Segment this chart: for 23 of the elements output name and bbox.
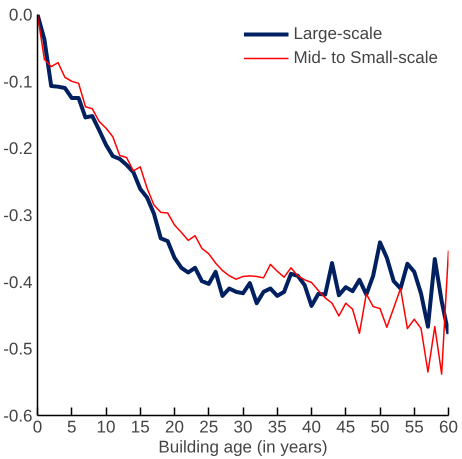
y-tick-label: -0.1: [3, 72, 33, 92]
y-tick-label: -0.4: [3, 272, 33, 292]
x-tick-label: 40: [302, 418, 321, 436]
x-tick-label: 15: [130, 418, 150, 436]
x-tick-label: 10: [96, 418, 116, 436]
x-tick-label: 20: [165, 418, 184, 436]
x-tick-label: 0: [32, 418, 42, 436]
x-tick-label: 30: [234, 418, 252, 436]
legend-label: Large-scale: [293, 24, 382, 44]
x-tick-label: 55: [404, 418, 424, 436]
x-tick-label: 35: [268, 418, 287, 436]
y-tick-label: -0.2: [3, 139, 33, 158]
y-tick-label: -0.5: [3, 340, 33, 359]
x-tick-label: 5: [67, 418, 76, 436]
x-tick-label: 60: [439, 418, 458, 436]
y-tick-label: -0.3: [3, 206, 33, 225]
legend-label: Mid- to Small-scale: [293, 48, 438, 68]
x-tick-label: 50: [370, 418, 390, 436]
x-axis-title: Building age (in years): [158, 438, 328, 456]
x-tick-label: 25: [199, 418, 218, 436]
x-tick-label: 45: [336, 418, 356, 436]
y-tick-label: -0.6: [3, 406, 33, 426]
y-tick-label: 0.0: [8, 6, 33, 24]
